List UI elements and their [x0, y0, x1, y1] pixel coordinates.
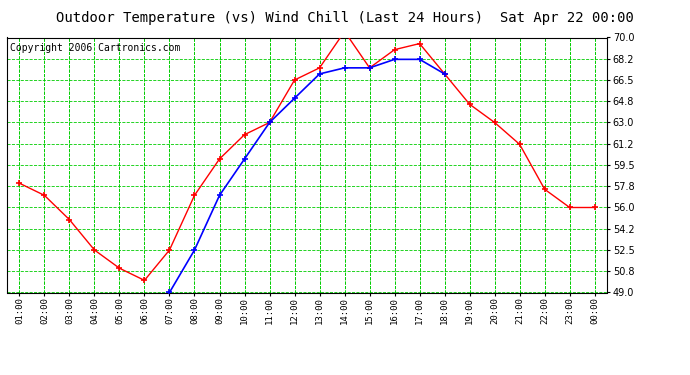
Text: Copyright 2006 Cartronics.com: Copyright 2006 Cartronics.com — [10, 43, 180, 52]
Text: Outdoor Temperature (vs) Wind Chill (Last 24 Hours)  Sat Apr 22 00:00: Outdoor Temperature (vs) Wind Chill (Las… — [56, 11, 634, 25]
